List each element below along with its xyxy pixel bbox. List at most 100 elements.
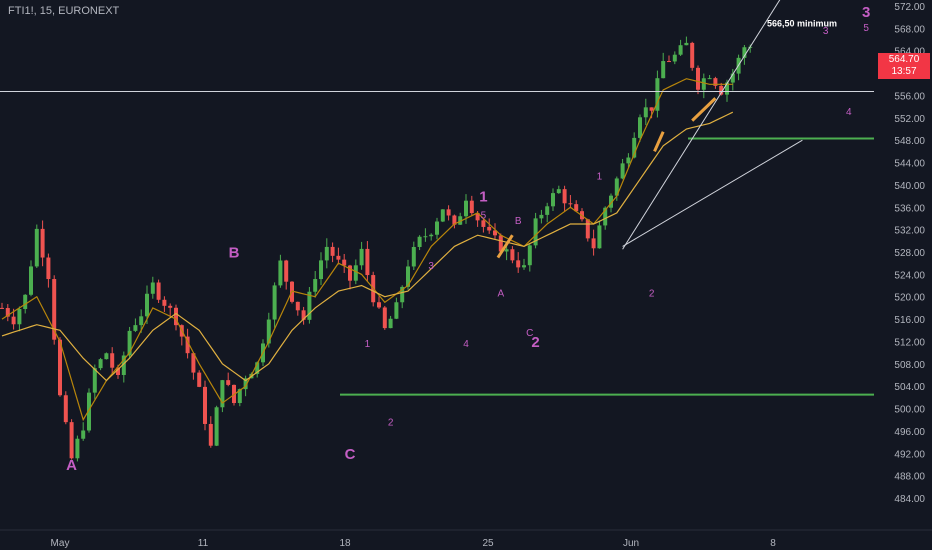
candles bbox=[0, 36, 753, 462]
candle-body bbox=[145, 293, 149, 317]
candle-body bbox=[423, 236, 428, 238]
candle-body bbox=[0, 307, 4, 309]
candle-body bbox=[313, 279, 318, 292]
candle-body bbox=[713, 78, 718, 86]
ema-slow-line bbox=[1, 111, 734, 382]
candle-body bbox=[330, 246, 335, 256]
price-tick-label: 564.00 bbox=[894, 47, 925, 58]
candle-body bbox=[324, 246, 329, 261]
candle-body bbox=[382, 307, 387, 329]
candle-body bbox=[104, 353, 109, 360]
candle-body bbox=[701, 78, 706, 90]
candle-body bbox=[98, 359, 103, 369]
candle-body bbox=[5, 308, 10, 317]
candle-body bbox=[394, 302, 399, 319]
candle-body bbox=[255, 362, 260, 374]
candle-body bbox=[458, 216, 463, 225]
wave-label: 5 bbox=[863, 23, 869, 34]
candle-body bbox=[319, 260, 323, 280]
wave-label: B bbox=[515, 216, 522, 227]
price-tick-label: 488.00 bbox=[894, 472, 925, 483]
candle-body bbox=[214, 407, 219, 446]
candle-body bbox=[348, 265, 352, 281]
price-tick-label: 492.00 bbox=[894, 449, 925, 460]
price-axis: 572.00568.00564.00560.00556.00552.00548.… bbox=[874, 0, 932, 550]
wave-label: A bbox=[66, 457, 77, 474]
highlight-segment bbox=[496, 234, 514, 259]
candle-body bbox=[34, 228, 39, 267]
candle-body bbox=[295, 301, 300, 311]
wave-label: 3 bbox=[862, 4, 870, 21]
candle-body bbox=[719, 85, 724, 95]
price-tick-label: 484.00 bbox=[894, 494, 925, 505]
candle-body bbox=[730, 73, 735, 83]
wave-label: C bbox=[526, 328, 533, 339]
candle-body bbox=[568, 203, 573, 205]
candle-body bbox=[243, 378, 248, 390]
candle-body bbox=[110, 353, 115, 368]
candle-body bbox=[585, 219, 590, 239]
wave-label: 3 bbox=[823, 26, 829, 37]
candle-body bbox=[638, 117, 642, 138]
candle-body bbox=[121, 355, 126, 375]
candle-body bbox=[46, 257, 51, 280]
price-tick-label: 528.00 bbox=[894, 248, 925, 259]
price-axis-background bbox=[874, 0, 932, 550]
candle-body bbox=[353, 265, 358, 281]
time-axis: May 11 18 25 Jun 8 bbox=[0, 529, 932, 549]
candle-body bbox=[597, 225, 602, 249]
candle-body bbox=[284, 260, 289, 282]
candle-body bbox=[58, 339, 62, 396]
time-tick-label: 25 bbox=[482, 538, 494, 549]
candle-body bbox=[63, 395, 68, 423]
candle-body bbox=[684, 42, 689, 46]
price-tick-label: 536.00 bbox=[894, 203, 925, 214]
candle-body bbox=[307, 291, 312, 320]
trendline-upper bbox=[622, 0, 781, 250]
candle-body bbox=[208, 423, 213, 446]
candle-body bbox=[191, 353, 196, 373]
price-tick-label: 508.00 bbox=[894, 360, 925, 371]
candle-body bbox=[11, 316, 16, 325]
candle-body bbox=[672, 54, 677, 62]
wave-label: 2 bbox=[531, 334, 539, 351]
candle-body bbox=[527, 245, 532, 266]
price-tick-label: 532.00 bbox=[894, 226, 925, 237]
candle-body bbox=[266, 319, 271, 344]
candle-body bbox=[185, 336, 190, 354]
highlight-segment bbox=[653, 131, 665, 152]
price-tick-label: 500.00 bbox=[894, 405, 925, 416]
candle-body bbox=[388, 318, 393, 329]
candle-body bbox=[609, 195, 613, 208]
candle-body bbox=[493, 230, 497, 236]
candle-body bbox=[23, 294, 28, 310]
wave-label: 4 bbox=[463, 339, 469, 350]
time-tick-label: 18 bbox=[339, 538, 351, 549]
candle-body bbox=[446, 209, 451, 216]
candle-body bbox=[562, 189, 567, 204]
candle-body bbox=[626, 157, 631, 164]
target-annotation: 566,50 minimum bbox=[767, 19, 837, 29]
wave-label: B bbox=[229, 245, 240, 262]
price-tick-label: 572.00 bbox=[894, 2, 925, 13]
candle-body bbox=[87, 392, 91, 431]
candle-body bbox=[336, 255, 341, 260]
candle-body bbox=[237, 389, 242, 404]
candle-body bbox=[435, 221, 439, 235]
candle-body bbox=[696, 67, 700, 90]
time-tick-label: Jun bbox=[623, 538, 639, 549]
candle-body bbox=[278, 260, 283, 286]
highlight-segment bbox=[691, 97, 717, 122]
candle-body bbox=[301, 310, 306, 320]
candle-body bbox=[464, 200, 468, 217]
candle-body bbox=[620, 163, 625, 179]
symbol-label: FTI1!, 15, EURONEXT bbox=[8, 5, 120, 17]
candle-body bbox=[469, 200, 474, 214]
price-tick-label: 520.00 bbox=[894, 293, 925, 304]
price-tick-label: 504.00 bbox=[894, 382, 925, 393]
candle-body bbox=[272, 285, 277, 320]
candle-body bbox=[17, 309, 22, 325]
candle-body bbox=[545, 206, 550, 215]
